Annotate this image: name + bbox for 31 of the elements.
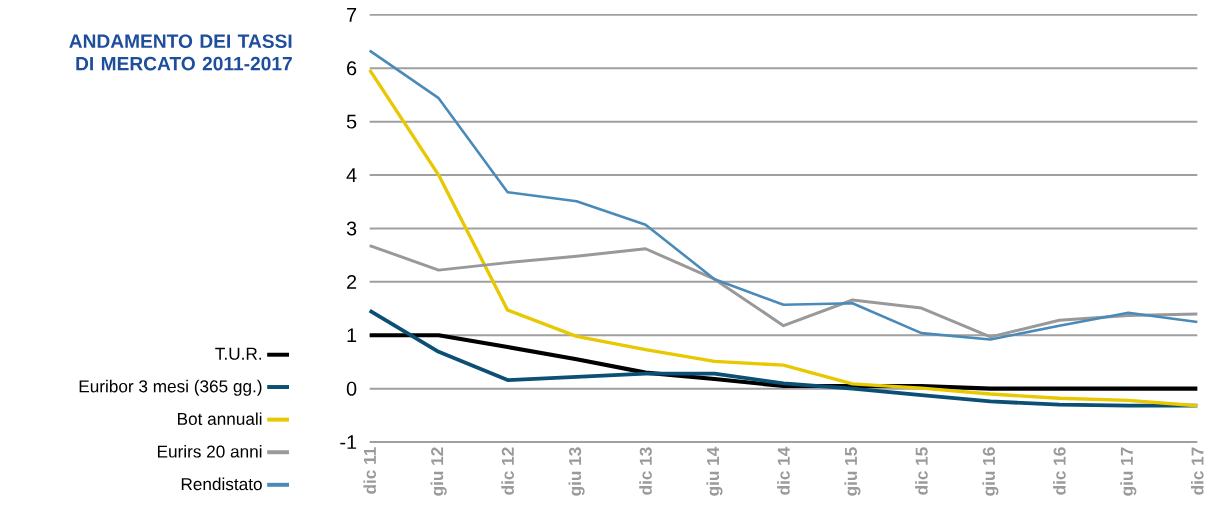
y-tick-label: -1 (340, 435, 357, 449)
line-series (367, 308, 1200, 408)
x-tick-label: dic 12 (501, 447, 514, 495)
legend-label: Rendistato (181, 477, 262, 491)
x-tick-label: dic 16 (1053, 447, 1066, 495)
legend-label: Euribor 3 mesi (365 gg.) (79, 379, 262, 396)
legend-label: Eurirs 20 anni (157, 444, 262, 458)
x-tick-label: dic 17 (1190, 447, 1204, 495)
x-tick-label: giu 16 (982, 447, 999, 496)
legend-label: Bot annuali (178, 412, 262, 425)
x-tick-label: giu 15 (844, 447, 861, 496)
y-tick-label: 2 (347, 274, 357, 289)
line-series (368, 68, 1199, 408)
x-tick-label: giu 14 (706, 446, 723, 496)
x-tick-label: giu 12 (430, 447, 447, 496)
x-tick-label: dic 15 (915, 447, 928, 495)
y-tick-label: 1 (347, 328, 357, 342)
y-tick-label: 0 (346, 381, 357, 396)
y-tick-label: 7 (347, 7, 357, 22)
text: ANDAMENTO DEI TASSI DI MERCATO 2011-2017 (69, 34, 292, 71)
y-tick-label: 6 (347, 61, 357, 76)
y-tick-label: 4 (346, 168, 357, 182)
x-tick-label: giu 13 (568, 447, 585, 496)
x-tick-label: dic 13 (639, 447, 652, 495)
x-tick-label: dic 14 (777, 446, 790, 495)
y-tick-label: 5 (346, 114, 357, 129)
line-series (368, 49, 1199, 341)
y-tick-label: 3 (346, 221, 357, 236)
legend-label: T.U.R. (215, 347, 262, 360)
x-tick-label: giu 17 (1120, 447, 1137, 496)
x-tick-label: dic 11 (363, 447, 376, 494)
